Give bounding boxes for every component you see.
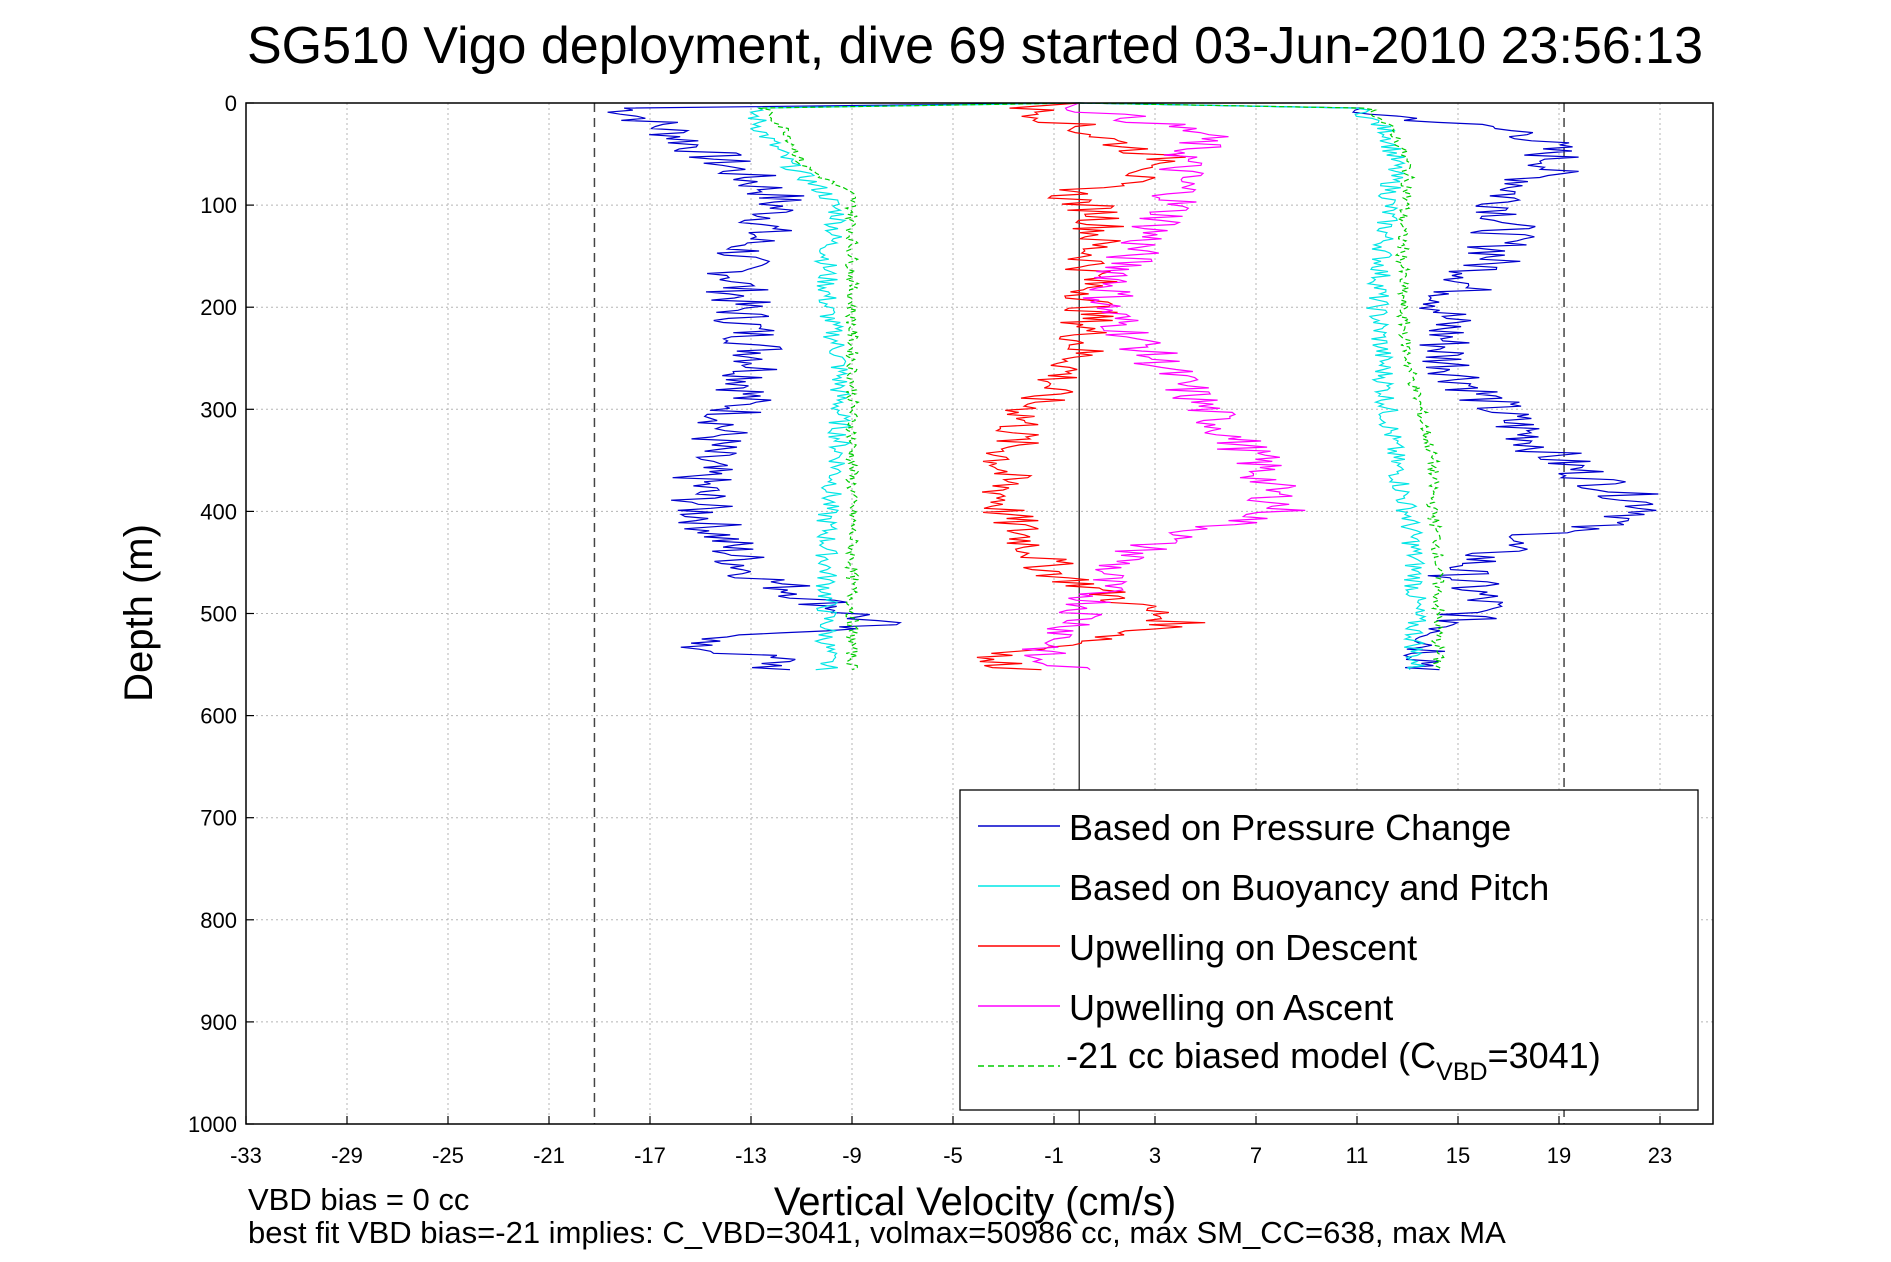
legend-label-biased-model: -21 cc biased model (CVBD=3041): [1066, 1035, 1601, 1086]
y-tick-label-10: 1000: [188, 1112, 237, 1137]
legend-entry-biased-model: -21 cc biased model (CVBD=3041): [978, 1035, 1601, 1086]
series-0-descent-line: [607, 102, 1080, 671]
y-tick-label-7: 700: [200, 806, 237, 831]
legend-entry-upwelling-ascent: Upwelling on Ascent: [978, 987, 1393, 1028]
x-tick-label-14: 23: [1648, 1143, 1672, 1168]
x-tick-label-12: 15: [1446, 1143, 1470, 1168]
x-tick-labels: -33 -29 -25 -21 -17 -13 -9 -5 -1 3 7 11 15 19 23: [230, 1116, 1672, 1168]
legend-label-upwelling-ascent: Upwelling on Ascent: [1069, 987, 1393, 1028]
y-tick-label-1: 100: [200, 193, 237, 218]
series-4-descent-line: [758, 102, 1080, 671]
series-0-ascent-line: [1079, 102, 1659, 671]
series-4-ascent-line: [1079, 102, 1446, 671]
y-tick-label-3: 300: [200, 397, 237, 422]
y-tick-label-8: 800: [200, 908, 237, 933]
legend-label-biased-main: -21 cc biased model (C: [1066, 1035, 1436, 1076]
y-tick-label-5: 500: [200, 602, 237, 627]
legend-label-pressure: Based on Pressure Change: [1069, 807, 1511, 848]
x-tick-label-5: -13: [735, 1143, 767, 1168]
legend-label-buoyancy: Based on Buoyancy and Pitch: [1069, 867, 1549, 908]
x-tick-label-2: -25: [432, 1143, 464, 1168]
x-axis-label: Vertical Velocity (cm/s): [774, 1180, 1176, 1224]
legend-label-biased-suffix: =3041): [1488, 1035, 1601, 1076]
x-tick-label-1: -29: [331, 1143, 363, 1168]
y-tick-label-6: 600: [200, 704, 237, 729]
x-tick-label-0: -33: [230, 1143, 262, 1168]
y-tick-label-9: 900: [200, 1010, 237, 1035]
legend: Based on Pressure Change Based on Buoyan…: [959, 789, 1699, 1111]
x-tick-label-6: -9: [842, 1143, 862, 1168]
x-tick-label-4: -17: [634, 1143, 666, 1168]
y-tick-label-0: 0: [225, 91, 237, 116]
x-tick-label-8: -1: [1044, 1143, 1064, 1168]
legend-box: [959, 789, 1699, 1111]
legend-entry-buoyancy: Based on Buoyancy and Pitch: [978, 867, 1549, 908]
series-1-ascent-line: [1079, 102, 1427, 671]
legend-label-biased-subscript: VBD: [1436, 1058, 1487, 1086]
legend-label-upwelling-descent: Upwelling on Descent: [1069, 927, 1417, 968]
x-tick-label-11: 11: [1346, 1143, 1369, 1168]
y-tick-label-4: 400: [200, 499, 237, 524]
series-2-descent-line: [976, 102, 1206, 671]
x-tick-label-10: 7: [1250, 1143, 1262, 1168]
series-3-ascent-line: [1021, 102, 1306, 671]
chart-title: SG510 Vigo deployment, dive 69 started 0…: [247, 17, 1703, 75]
footer-line-1: VBD bias = 0 cc: [248, 1182, 469, 1217]
legend-entry-pressure: Based on Pressure Change: [978, 807, 1511, 848]
x-tick-label-7: -5: [943, 1143, 963, 1168]
y-axis-label: Depth (m): [117, 524, 161, 702]
y-tick-labels: 0 100 200 300 400 500 600 700 800 900 1000: [188, 91, 254, 1137]
x-tick-label-3: -21: [533, 1143, 565, 1168]
series-1-descent-line: [747, 102, 1080, 671]
series-group: [607, 102, 1659, 671]
x-tick-label-9: 3: [1149, 1143, 1161, 1168]
y-tick-label-2: 200: [200, 295, 237, 320]
x-tick-label-13: 19: [1547, 1143, 1571, 1168]
footer-line-2: best fit VBD bias=-21 implies: C_VBD=304…: [248, 1215, 1506, 1250]
legend-entry-upwelling-descent: Upwelling on Descent: [978, 927, 1417, 968]
